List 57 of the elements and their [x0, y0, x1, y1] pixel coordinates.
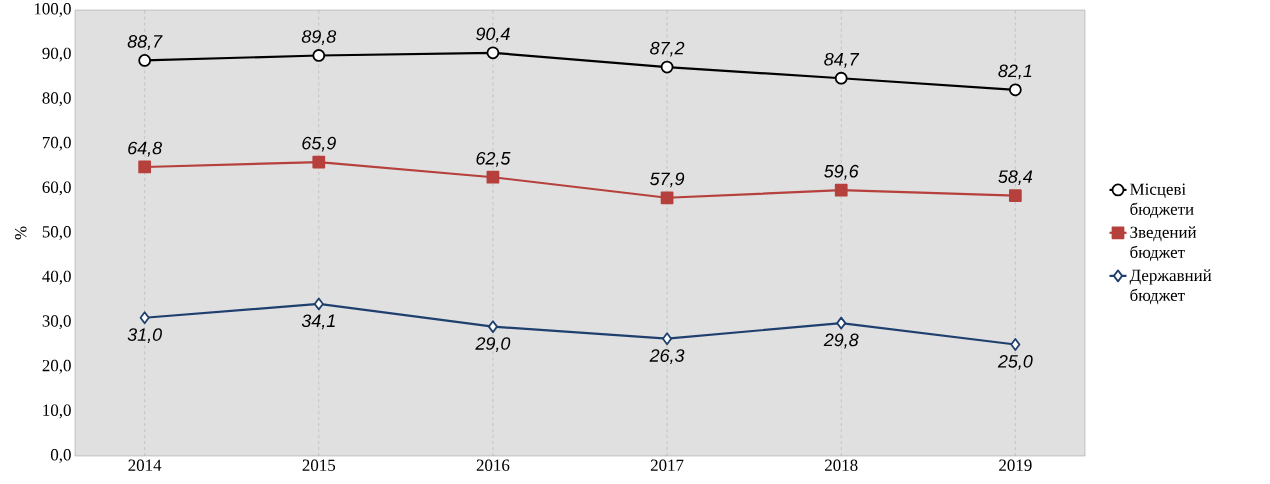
point	[660, 191, 674, 205]
point	[1010, 338, 1021, 351]
point	[313, 297, 324, 311]
y-tick-label: 50,0	[42, 226, 71, 240]
data-label: 82,1	[998, 64, 1032, 80]
legend-label: Державний бюджет	[1129, 269, 1212, 305]
point	[834, 183, 848, 197]
data-label: 31,0	[127, 328, 162, 344]
x-tick-label: 2019	[999, 459, 1032, 471]
data-label: 25,0	[997, 354, 1033, 370]
point	[1008, 83, 1022, 97]
point	[662, 332, 673, 346]
point	[139, 311, 150, 325]
data-label: 57,9	[650, 172, 685, 188]
data-label: 87,2	[650, 41, 685, 57]
data-label: 65,9	[302, 136, 336, 152]
point	[487, 320, 498, 334]
x-tick-label: 2018	[825, 459, 858, 471]
data-label: 34,1	[301, 314, 335, 330]
legend-label: Зведений бюджет	[1130, 226, 1197, 262]
y-tick-label: 100,0	[34, 3, 71, 17]
data-label: 88,7	[127, 35, 163, 50]
data-label: 29,0	[475, 337, 511, 352]
point	[138, 54, 152, 67]
point	[486, 170, 500, 184]
data-label: 84,7	[824, 52, 860, 68]
y-tick-label: 10,0	[43, 404, 71, 419]
y-tick-label: 30,0	[42, 315, 71, 330]
data-label: 64,8	[128, 141, 163, 157]
y-tick-label: 90,0	[42, 47, 71, 62]
y-tick-label: 0,0	[50, 449, 71, 463]
data-label: 29,8	[823, 333, 859, 349]
data-label: 90,4	[476, 27, 510, 43]
y-tick-label: 70,0	[42, 136, 71, 151]
point	[836, 316, 847, 330]
x-tick-label: 2017	[650, 459, 684, 471]
x-tick-label: 2016	[476, 459, 510, 471]
point	[486, 46, 500, 60]
x-tick-label: 2015	[302, 459, 336, 471]
point	[312, 49, 326, 62]
data-label: 26,3	[649, 349, 685, 365]
y-tick-label: 60,0	[42, 181, 71, 196]
y-tick-label: 80,0	[42, 92, 71, 107]
point	[834, 71, 848, 85]
y-tick-label: 40,0	[42, 270, 71, 285]
data-label: 62,5	[476, 151, 511, 167]
data-label: 58,4	[998, 170, 1033, 186]
data-label: 59,6	[824, 164, 859, 180]
y-tick-label: 20,0	[42, 359, 71, 374]
y-axis-title: %	[15, 226, 27, 240]
point	[312, 155, 326, 169]
x-tick-label: 2014	[128, 459, 162, 471]
point	[1008, 189, 1022, 202]
data-label: 89,8	[301, 30, 337, 45]
legend-label: Місцеві бюджети	[1130, 183, 1194, 218]
point	[138, 160, 152, 174]
point	[660, 60, 674, 74]
